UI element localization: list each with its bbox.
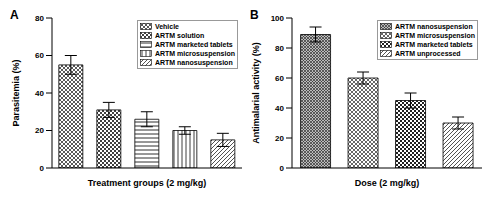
svg-text:0: 0 bbox=[280, 164, 285, 173]
svg-text:40: 40 bbox=[35, 89, 44, 98]
svg-text:60: 60 bbox=[35, 51, 44, 60]
svg-text:20: 20 bbox=[275, 134, 284, 143]
html-text:ARTM marketed tablets: ARTM marketed tablets bbox=[394, 41, 473, 48]
svg-text:Treatment groups (2 mg/kg): Treatment groups (2 mg/kg) bbox=[88, 178, 207, 188]
html-text:ARTM microsuspension: ARTM microsuspension bbox=[154, 50, 235, 57]
svg-text:60: 60 bbox=[275, 74, 284, 83]
html-text:ARTM solution: ARTM solution bbox=[154, 32, 205, 39]
svg-text:100: 100 bbox=[271, 14, 285, 23]
svg-text:80: 80 bbox=[35, 14, 44, 23]
svg-text:20: 20 bbox=[35, 126, 44, 135]
html-text:ARTM nanosuspension: ARTM nanosuspension bbox=[394, 23, 473, 30]
svg-text:40: 40 bbox=[275, 104, 284, 113]
svg-text:Antimalarial activity (%): Antimalarial activity (%) bbox=[251, 42, 261, 144]
html-text:ARTM microsuspension: ARTM microsuspension bbox=[394, 32, 475, 39]
svg-text:80: 80 bbox=[275, 44, 284, 53]
html-text:B: B bbox=[250, 8, 259, 22]
html-text:ARTM marketed tablets: ARTM marketed tablets bbox=[154, 41, 233, 48]
html-text:A: A bbox=[10, 8, 19, 22]
html-text:Vehicle: Vehicle bbox=[154, 23, 179, 30]
svg-text:Parasitemia (%): Parasitemia (%) bbox=[11, 59, 21, 126]
html-text:ARTM nanosuspension: ARTM nanosuspension bbox=[154, 59, 233, 66]
svg-text:0: 0 bbox=[40, 164, 45, 173]
svg-text:Dose (2 mg/kg): Dose (2 mg/kg) bbox=[355, 178, 420, 188]
html-text:ARTM unprocessed: ARTM unprocessed bbox=[394, 50, 461, 57]
